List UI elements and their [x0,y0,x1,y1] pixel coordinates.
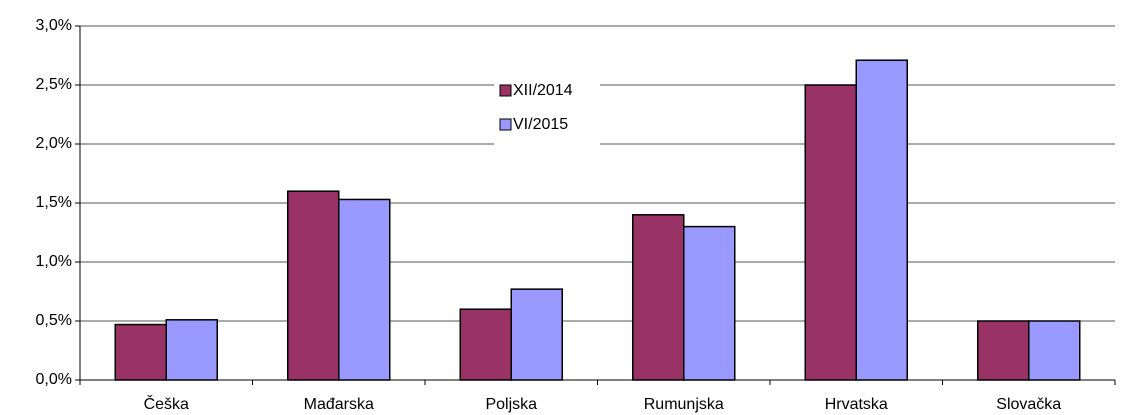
x-tick-label: Poljska [485,396,537,413]
y-tick-label: 0,0% [36,371,72,388]
bar [804,84,857,381]
bar [165,319,218,381]
legend [494,74,600,146]
bar [287,190,340,381]
x-tick-label: Hrvatska [825,396,888,413]
bar [459,308,512,381]
y-tick-label: 1,5% [36,194,72,211]
legend-label: VI/2015 [513,116,568,133]
y-tick-label: 0,5% [36,312,72,329]
bar [510,288,563,381]
y-tick-label: 2,5% [36,76,72,93]
bar [683,225,736,381]
bar [114,323,167,381]
legend-swatch [499,118,512,131]
bar [1028,320,1081,381]
y-tick-label: 2,0% [36,135,72,152]
bar [338,198,391,381]
x-tick-label: Češka [144,394,189,413]
bar [855,59,908,381]
y-tick-label: 1,0% [36,253,72,270]
x-tick-label: Slovačka [996,396,1061,413]
bar [977,320,1030,381]
x-tick-label: Mađarska [304,396,374,413]
legend-swatch [499,84,512,97]
legend-label: XII/2014 [513,82,573,99]
x-tick-label: Rumunjska [644,396,724,413]
bar [632,214,685,381]
y-tick-label: 3,0% [36,17,72,34]
